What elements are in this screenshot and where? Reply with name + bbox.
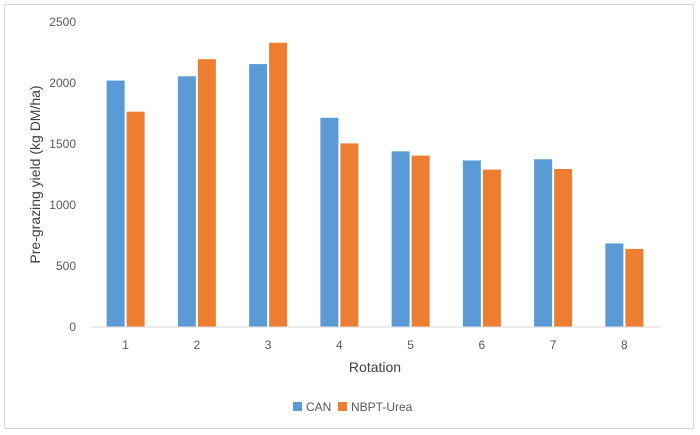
bar-can-rotation-1 bbox=[106, 80, 125, 327]
bars bbox=[106, 42, 644, 328]
bar-can-rotation-8 bbox=[605, 243, 624, 327]
y-tick-label: 2500 bbox=[49, 15, 76, 29]
bar-nbpt-urea-rotation-6 bbox=[482, 169, 501, 327]
y-tick-label: 500 bbox=[56, 259, 76, 273]
bar-nbpt-urea-rotation-3 bbox=[269, 42, 288, 328]
bar-can-rotation-2 bbox=[177, 76, 196, 327]
y-tick-label: 1500 bbox=[49, 137, 76, 151]
x-tick-label: 4 bbox=[336, 338, 343, 352]
y-tick-label: 2000 bbox=[49, 76, 76, 90]
x-tick-label: 6 bbox=[479, 338, 486, 352]
x-tick-label: 5 bbox=[407, 338, 414, 352]
bar-can-rotation-7 bbox=[534, 159, 553, 327]
bar-can-rotation-5 bbox=[391, 151, 410, 327]
y-tick-label: 1000 bbox=[49, 198, 76, 212]
x-tick-label: 3 bbox=[265, 338, 272, 352]
bar-can-rotation-6 bbox=[462, 160, 481, 327]
x-tick-label: 1 bbox=[122, 338, 129, 352]
y-axis-title: Pre-grazing yield (kg DM/ha) bbox=[27, 85, 43, 263]
x-tick-label: 8 bbox=[621, 338, 628, 352]
y-axis-ticks: 0 500 1000 1500 2000 2500 bbox=[49, 15, 76, 334]
bar-nbpt-urea-rotation-5 bbox=[411, 155, 430, 327]
x-axis-title: Rotation bbox=[349, 359, 401, 375]
x-axis-ticks: 1 2 3 4 5 6 7 8 bbox=[122, 338, 628, 352]
legend-label-can: CAN bbox=[306, 400, 331, 414]
x-tick-label: 7 bbox=[550, 338, 557, 352]
bar-can-rotation-3 bbox=[249, 64, 268, 327]
legend-swatch-can bbox=[293, 402, 302, 411]
legend-label-nbpt-urea: NBPT-Urea bbox=[351, 400, 413, 414]
bar-nbpt-urea-rotation-4 bbox=[340, 143, 359, 327]
x-tick-label: 2 bbox=[194, 338, 201, 352]
bar-nbpt-urea-rotation-1 bbox=[126, 111, 145, 327]
legend: CAN NBPT-Urea bbox=[293, 400, 413, 414]
y-tick-label: 0 bbox=[69, 320, 76, 334]
bar-nbpt-urea-rotation-8 bbox=[625, 248, 644, 327]
legend-swatch-nbpt-urea bbox=[338, 402, 347, 411]
bar-nbpt-urea-rotation-7 bbox=[554, 169, 573, 327]
bar-nbpt-urea-rotation-2 bbox=[197, 59, 216, 328]
bar-can-rotation-4 bbox=[320, 117, 339, 328]
